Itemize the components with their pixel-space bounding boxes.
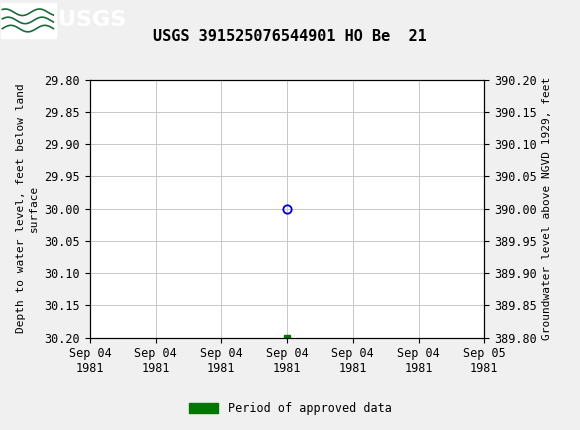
Y-axis label: Depth to water level, feet below land
surface: Depth to water level, feet below land su… bbox=[16, 84, 39, 333]
Y-axis label: Groundwater level above NGVD 1929, feet: Groundwater level above NGVD 1929, feet bbox=[542, 77, 552, 340]
FancyBboxPatch shape bbox=[1, 3, 56, 37]
Text: USGS 391525076544901 HO Be  21: USGS 391525076544901 HO Be 21 bbox=[153, 29, 427, 44]
Text: USGS: USGS bbox=[58, 10, 126, 31]
Legend: Period of approved data: Period of approved data bbox=[184, 397, 396, 420]
